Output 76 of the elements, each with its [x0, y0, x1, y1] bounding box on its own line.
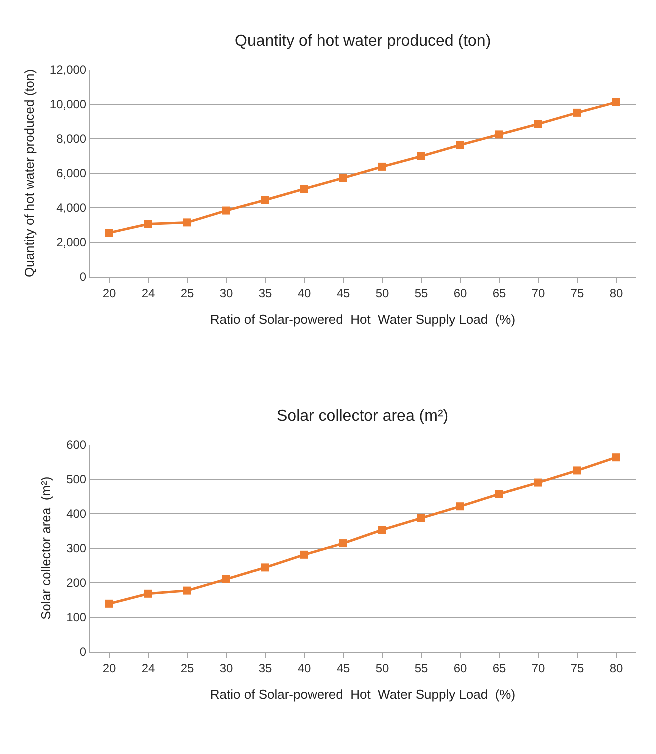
point — [222, 206, 230, 215]
y-tick-label: 12,000 — [50, 63, 87, 78]
point — [574, 466, 582, 475]
x-tick-label: 35 — [258, 661, 272, 676]
y-tick-label: 600 — [66, 438, 87, 452]
chart-title: Solar collector area (m²) — [277, 408, 449, 425]
y-tick-label: 6,000 — [56, 166, 87, 181]
point — [184, 586, 192, 595]
y-tick-label: 500 — [66, 472, 87, 487]
chart-title: Quantity of hot water produced (ton) — [235, 33, 492, 50]
x-tick-label: 40 — [298, 286, 312, 300]
x-tick-label: 20 — [102, 661, 116, 676]
y-tick-label: 0 — [80, 645, 87, 660]
point — [418, 514, 426, 522]
point — [144, 220, 152, 228]
point — [222, 575, 230, 584]
point — [300, 550, 308, 559]
point — [534, 478, 542, 487]
y-tick-label: 4,000 — [56, 201, 87, 216]
x-axis-title: Ratio of Solar-powered Hot Water Supply Load (%) — [210, 686, 516, 702]
x-tick-label: 45 — [336, 286, 350, 300]
x-tick-label: 45 — [336, 661, 350, 676]
point — [340, 174, 348, 182]
x-tick-label: 80 — [610, 286, 624, 300]
x-tick-label: 70 — [532, 661, 546, 676]
point — [456, 141, 464, 150]
x-tick-label: 65 — [492, 661, 506, 676]
point — [106, 229, 114, 238]
x-tick-label: 55 — [414, 661, 428, 676]
point — [534, 120, 542, 128]
point — [456, 502, 464, 511]
y-tick-label: 2,000 — [56, 236, 87, 250]
point — [184, 218, 192, 227]
point — [612, 98, 620, 106]
point — [574, 108, 582, 117]
x-tick-label: 50 — [376, 661, 390, 676]
x-tick-label: 55 — [414, 286, 428, 300]
x-tick-label: 35 — [258, 286, 272, 300]
y-tick-label: 300 — [66, 542, 87, 556]
y-axis-title: Solar collector area (m²) — [38, 476, 54, 620]
x-tick-label: 40 — [298, 661, 312, 676]
y-tick-label: 400 — [66, 507, 87, 522]
point — [418, 152, 426, 160]
x-tick-label: 60 — [454, 286, 468, 300]
point — [496, 130, 504, 139]
x-tick-label: 75 — [570, 661, 584, 676]
y-tick-label: 0 — [80, 270, 87, 284]
x-tick-label: 75 — [570, 286, 584, 300]
point — [300, 185, 308, 194]
x-tick-label: 30 — [220, 286, 234, 300]
x-tick-label: 24 — [142, 286, 156, 300]
y-tick-label: 100 — [66, 610, 87, 625]
y-tick-label: 8,000 — [56, 132, 87, 146]
x-tick-label: 25 — [180, 661, 194, 676]
x-tick-label: 20 — [102, 286, 116, 300]
point — [262, 196, 270, 204]
point — [378, 162, 386, 171]
x-tick-label: 70 — [532, 286, 546, 300]
x-tick-label: 30 — [220, 661, 234, 676]
x-axis-title: Ratio of Solar-powered Hot Water Supply Load (%) — [210, 312, 516, 328]
x-tick-label: 80 — [610, 661, 624, 676]
x-tick-label: 60 — [454, 661, 468, 676]
y-tick-label: 200 — [66, 576, 87, 590]
point — [378, 526, 386, 534]
x-tick-label: 24 — [142, 661, 156, 676]
point — [262, 564, 270, 572]
point — [612, 454, 620, 462]
point — [496, 490, 504, 498]
x-tick-label: 50 — [376, 286, 390, 300]
y-axis-title: Quantity of hot water produced (ton) — [22, 69, 37, 278]
point — [340, 540, 348, 548]
point — [106, 600, 114, 608]
y-tick-label: 10,000 — [50, 98, 87, 112]
point — [144, 590, 152, 598]
x-tick-label: 25 — [180, 286, 194, 300]
x-tick-label: 65 — [492, 286, 506, 300]
